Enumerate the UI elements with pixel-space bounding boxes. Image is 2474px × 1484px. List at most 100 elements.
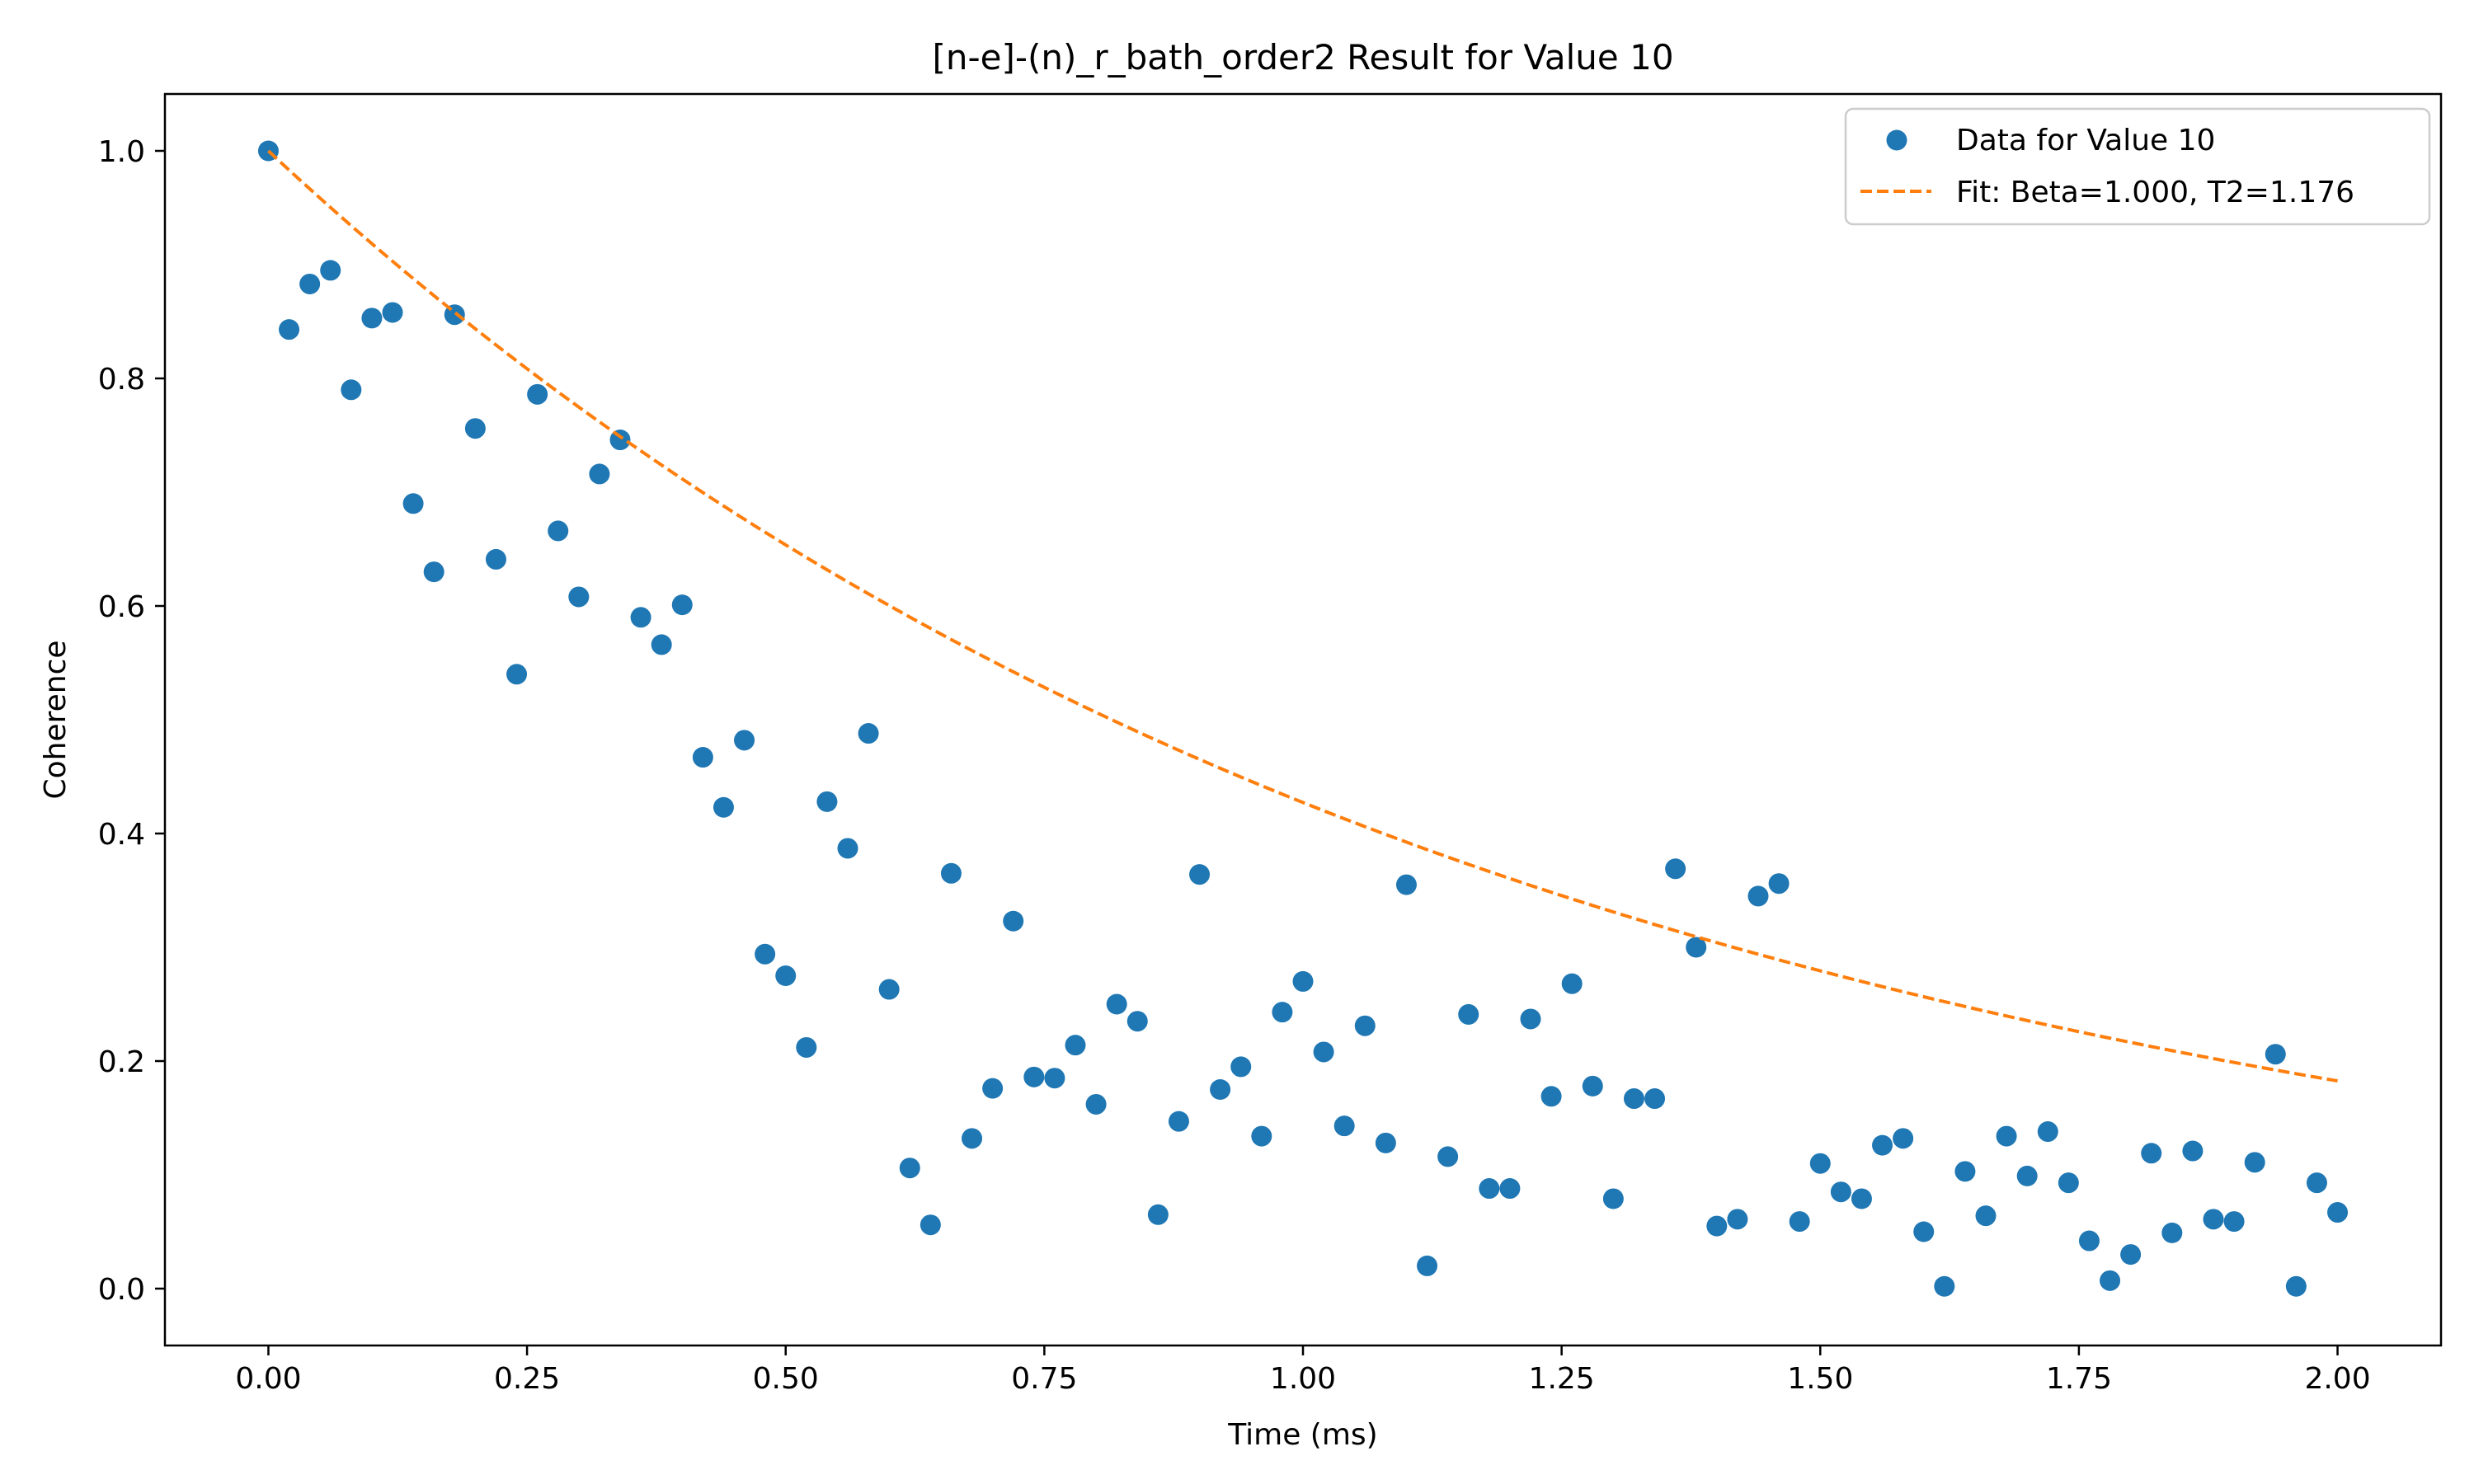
- data-point: [568, 586, 590, 608]
- data-point: [1975, 1205, 1997, 1227]
- data-point: [1126, 1011, 1148, 1032]
- data-point: [1934, 1275, 1955, 1297]
- data-point: [2285, 1275, 2307, 1297]
- data-point: [2120, 1244, 2142, 1266]
- data-point: [2161, 1222, 2183, 1243]
- data-point: [692, 747, 713, 768]
- data-point: [671, 594, 693, 616]
- data-point: [940, 862, 962, 884]
- y-tick-label: 1.0: [98, 135, 145, 169]
- data-point: [1872, 1134, 1893, 1156]
- data-point: [1602, 1188, 1624, 1209]
- data-point: [713, 796, 734, 818]
- data-point: [1065, 1035, 1086, 1056]
- data-point: [1003, 910, 1024, 932]
- chart-title: [n-e]-(n)_r_bath_order2 Result for Value…: [932, 37, 1673, 77]
- data-point: [2182, 1140, 2204, 1162]
- data-point: [527, 383, 548, 405]
- y-axis-label: Coherence: [39, 640, 73, 799]
- data-point: [816, 791, 838, 812]
- data-point: [1768, 873, 1790, 895]
- data-point: [1189, 864, 1211, 885]
- data-point: [341, 379, 362, 401]
- data-point: [1210, 1079, 1231, 1100]
- data-point: [506, 664, 528, 685]
- data-point: [1913, 1221, 1935, 1242]
- data-point: [651, 634, 672, 655]
- data-point: [1106, 993, 1127, 1015]
- legend-label-data: Data for Value 10: [1956, 124, 2215, 157]
- x-tick-label: 0.50: [753, 1362, 819, 1396]
- data-point: [1893, 1128, 1914, 1149]
- data-point: [982, 1078, 1004, 1099]
- data-point: [2058, 1172, 2079, 1194]
- plot-frame: [163, 92, 2443, 1347]
- data-point: [1789, 1211, 1810, 1233]
- data-point: [796, 1036, 817, 1058]
- data-point: [382, 302, 403, 323]
- data-point: [2265, 1044, 2286, 1065]
- data-point: [1561, 973, 1583, 994]
- x-axis: 0.00 0.25 0.50 0.75 1.00 1.25 1.50 1.75 2.00: [235, 1345, 2371, 1396]
- data-point: [1747, 885, 1769, 907]
- data-point: [1168, 1111, 1189, 1132]
- x-tick-label: 1.50: [1787, 1362, 1853, 1396]
- data-point: [2306, 1172, 2327, 1194]
- data-point: [1706, 1215, 1728, 1237]
- legend-label-fit: Fit: Beta=1.000, T2=1.176: [1956, 176, 2354, 209]
- data-point: [1520, 1008, 1541, 1030]
- data-point: [1851, 1188, 1872, 1209]
- data-point: [1809, 1153, 1831, 1174]
- data-point: [2141, 1143, 2162, 1164]
- data-point: [1417, 1255, 1438, 1276]
- data-point: [2078, 1230, 2100, 1252]
- data-point: [899, 1158, 920, 1179]
- x-tick-label: 1.00: [1270, 1362, 1336, 1396]
- data-point: [1540, 1086, 1562, 1107]
- plot-area: [257, 140, 2349, 1297]
- data-point: [1665, 858, 1686, 880]
- data-point: [485, 548, 506, 570]
- data-point: [2016, 1165, 2038, 1186]
- data-point: [1830, 1181, 1851, 1203]
- data-point: [2327, 1202, 2349, 1223]
- data-point: [2037, 1121, 2058, 1143]
- legend-box: [1844, 107, 2431, 226]
- data-point: [589, 463, 610, 485]
- data-point: [2223, 1211, 2245, 1233]
- fit-line: [267, 149, 2338, 1083]
- y-tick-label: 0.4: [98, 818, 145, 852]
- data-point: [1272, 1002, 1293, 1023]
- data-point: [1458, 1003, 1479, 1025]
- data-point: [1230, 1056, 1252, 1078]
- data-point: [1251, 1125, 1272, 1147]
- data-point: [1686, 937, 1707, 958]
- data-point: [734, 730, 755, 751]
- data-point: [1375, 1132, 1396, 1153]
- x-tick-label: 1.75: [2046, 1362, 2112, 1396]
- data-point: [1044, 1068, 1065, 1089]
- data-point: [1085, 1093, 1107, 1115]
- data-point: [775, 965, 797, 986]
- data-point: [1395, 874, 1417, 895]
- data-point: [1996, 1125, 2017, 1147]
- data-point: [1479, 1178, 1500, 1200]
- data-point: [1333, 1115, 1355, 1137]
- data-point: [2244, 1152, 2265, 1173]
- legend: Data for Value 10 Fit: Beta=1.000, T2=1.…: [1844, 107, 2431, 226]
- x-tick-label: 2.00: [2304, 1362, 2370, 1396]
- data-point: [1623, 1088, 1644, 1110]
- data-point: [279, 319, 300, 340]
- y-tick-label: 0.0: [98, 1273, 145, 1307]
- data-point: [755, 943, 776, 965]
- data-point: [1644, 1088, 1666, 1110]
- data-point: [858, 723, 879, 744]
- data-point: [1727, 1209, 1748, 1230]
- x-tick-label: 0.75: [1011, 1362, 1077, 1396]
- x-tick-label: 0.25: [494, 1362, 560, 1396]
- data-point: [1954, 1161, 1976, 1182]
- x-axis-label: Time (ms): [1227, 1418, 1377, 1452]
- y-axis: 0.0 0.2 0.4 0.6 0.8 1.0: [98, 135, 165, 1307]
